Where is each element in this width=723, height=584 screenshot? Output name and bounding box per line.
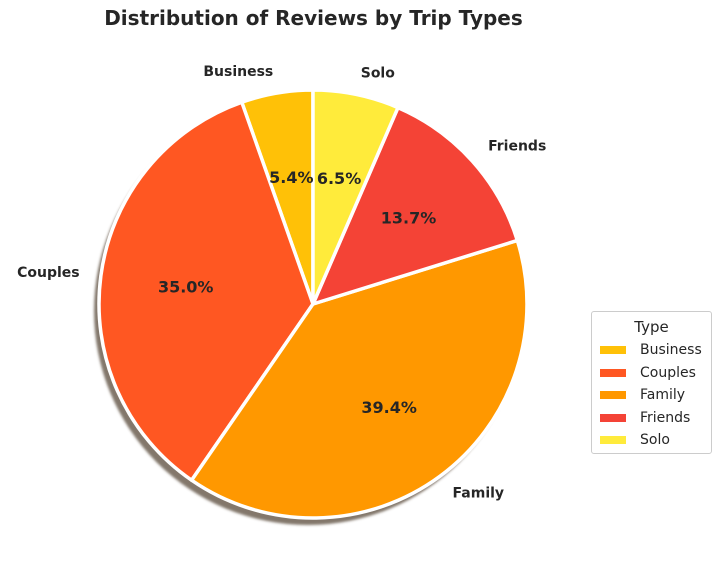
pct-label-business: 5.4% (269, 168, 313, 187)
pie-slice-solo (311, 88, 400, 306)
pct-label-friends: 13.7% (381, 209, 437, 228)
pie-slice-friends (311, 105, 520, 306)
legend-item-business: Business (592, 339, 711, 362)
pct-label-solo: 6.5% (317, 169, 361, 188)
legend-swatch (600, 413, 626, 422)
legend-label: Solo (640, 432, 670, 449)
legend-swatch (600, 436, 626, 445)
legend-item-family: Family (592, 384, 711, 407)
legend-label: Business (640, 342, 702, 359)
pie-slice-couples (97, 100, 315, 482)
legend-label: Family (640, 387, 686, 404)
pie-labels: Business 5.4% Couples 35.0% Family 39.4% Frien… (17, 64, 546, 502)
legend-swatch (600, 346, 626, 355)
legend-label: Couples (640, 364, 696, 381)
slice-label-couples: Couples (17, 265, 80, 281)
legend-label: Friends (640, 409, 691, 426)
pct-label-family: 39.4% (361, 398, 417, 417)
legend-swatch (600, 391, 626, 400)
legend-item-couples: Couples (592, 362, 711, 385)
pie-slices (97, 88, 529, 520)
slice-label-friends: Friends (488, 139, 546, 155)
pie-slice-family (189, 238, 529, 520)
slice-label-family: Family (453, 486, 505, 502)
legend-swatch (600, 368, 626, 377)
pct-label-couples: 35.0% (158, 278, 214, 297)
slice-label-business: Business (203, 64, 273, 80)
slice-label-solo: Solo (361, 65, 396, 81)
legend-title: Type (634, 318, 669, 336)
legend-item-friends: Friends (592, 407, 711, 430)
legend: Type Business Couples Family Friends Solo (591, 311, 712, 454)
legend-item-solo: Solo (592, 429, 711, 452)
chart-title: Distribution of Reviews by Trip Types (104, 6, 523, 30)
